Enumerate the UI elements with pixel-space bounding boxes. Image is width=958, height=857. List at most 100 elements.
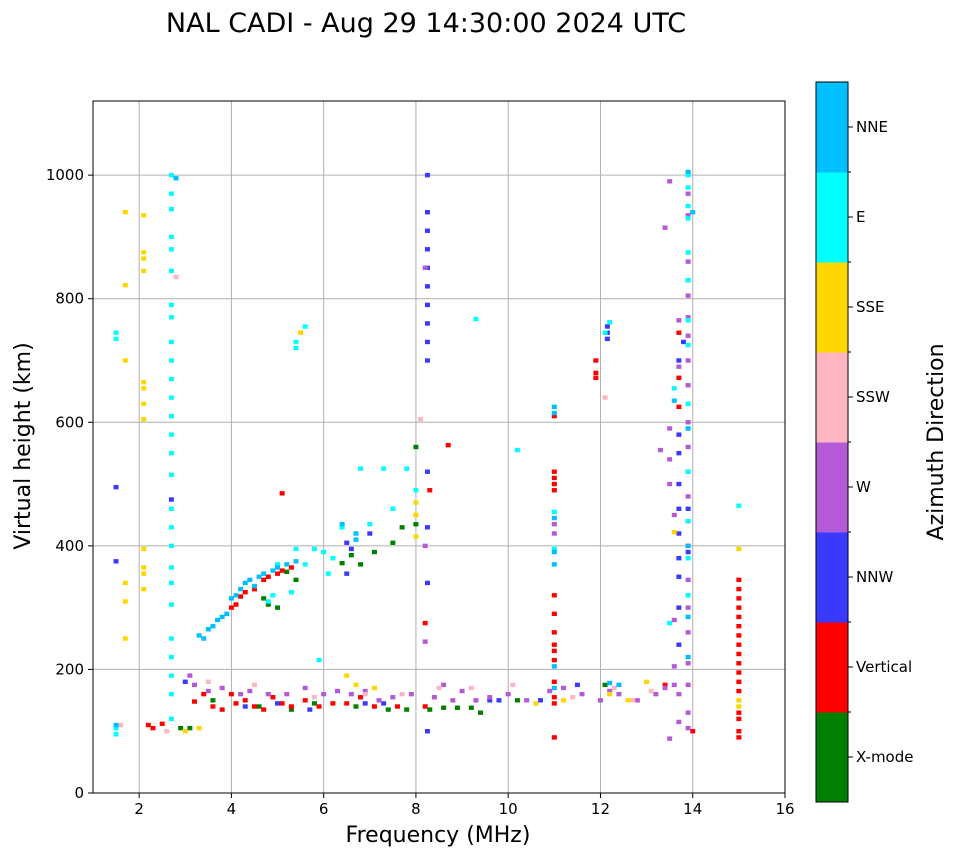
data-point <box>242 580 248 586</box>
data-point <box>399 691 405 697</box>
data-point <box>685 277 691 283</box>
data-point <box>468 685 474 691</box>
data-point <box>685 444 691 450</box>
data-point <box>551 664 557 669</box>
data-point <box>168 413 174 419</box>
data-point <box>671 664 677 669</box>
data-point <box>191 699 197 704</box>
data-point <box>348 691 354 697</box>
data-point <box>551 515 557 521</box>
data-point <box>611 685 617 691</box>
data-point <box>676 364 682 369</box>
data-point <box>118 722 124 728</box>
data-point <box>685 213 691 218</box>
y-axis-label: Virtual height (km) <box>11 342 36 549</box>
colorbar-segment <box>816 442 848 533</box>
data-point <box>168 450 174 456</box>
data-point <box>424 210 430 215</box>
data-point <box>413 444 419 450</box>
data-point <box>196 725 202 731</box>
data-point <box>113 725 119 731</box>
data-point <box>265 602 271 607</box>
data-point <box>551 469 557 474</box>
series-x-mode <box>178 444 608 731</box>
data-point <box>551 701 557 706</box>
data-point <box>676 432 682 437</box>
data-point <box>141 416 147 422</box>
data-point <box>676 642 682 647</box>
data-point <box>616 682 622 688</box>
data-point <box>358 695 364 700</box>
data-point <box>736 642 742 647</box>
data-point <box>275 571 281 576</box>
y-tick-label: 600 <box>55 413 84 431</box>
data-point <box>424 302 430 308</box>
data-point <box>685 185 691 190</box>
data-point <box>551 549 557 555</box>
data-point <box>676 375 682 380</box>
data-point <box>685 614 691 620</box>
data-point <box>168 395 174 400</box>
data-point <box>168 716 174 722</box>
data-point <box>676 691 682 697</box>
data-point <box>168 191 174 196</box>
data-point <box>270 695 276 700</box>
data-point <box>667 179 673 184</box>
data-point <box>473 698 479 703</box>
axes: 2 4 6 8 10 12 14 16 0 200 400 600 800 1000 <box>46 100 795 818</box>
data-point <box>424 172 430 178</box>
data-point <box>233 701 239 706</box>
data-point <box>736 586 742 592</box>
data-point <box>168 302 174 308</box>
data-point <box>676 358 682 363</box>
data-point <box>362 701 368 706</box>
data-point <box>279 491 285 496</box>
data-point <box>256 704 262 709</box>
data-point <box>413 500 419 505</box>
data-point <box>671 530 677 535</box>
data-point <box>168 506 174 511</box>
data-point <box>381 466 387 471</box>
data-point <box>431 695 437 700</box>
data-point <box>625 698 631 703</box>
data-point <box>394 704 400 709</box>
data-point <box>685 710 691 715</box>
data-point <box>141 586 147 592</box>
data-point <box>547 688 553 694</box>
data-point <box>201 636 207 641</box>
x-tick-label: 4 <box>227 800 237 818</box>
data-point <box>551 531 557 536</box>
data-point <box>210 698 216 703</box>
data-point <box>459 688 465 694</box>
data-point <box>275 605 281 610</box>
data-point <box>168 315 174 320</box>
colorbar-segment <box>816 712 848 803</box>
data-point <box>141 565 147 570</box>
y-tick-label: 1000 <box>46 166 84 184</box>
data-point <box>685 169 691 175</box>
data-point <box>551 630 557 635</box>
data-point <box>344 701 350 706</box>
data-point <box>634 698 640 703</box>
plot-frame <box>92 100 786 794</box>
data-point <box>607 680 613 686</box>
series-sse <box>122 210 742 734</box>
data-point <box>551 509 557 515</box>
data-point <box>427 488 433 493</box>
data-point <box>321 691 327 697</box>
x-tick-label: 10 <box>499 800 518 818</box>
data-point <box>424 525 430 530</box>
data-points <box>113 169 742 741</box>
data-point <box>141 268 147 274</box>
data-point <box>196 633 202 638</box>
chart-title: NAL CADI - Aug 29 14:30:00 2024 UTC <box>166 8 686 39</box>
data-point <box>168 172 174 178</box>
data-point <box>228 605 234 610</box>
data-point <box>685 654 691 660</box>
data-point <box>685 216 691 221</box>
data-point <box>168 268 174 274</box>
data-point <box>113 559 119 564</box>
data-point <box>251 583 257 589</box>
data-point <box>113 330 119 335</box>
data-point <box>321 549 327 555</box>
